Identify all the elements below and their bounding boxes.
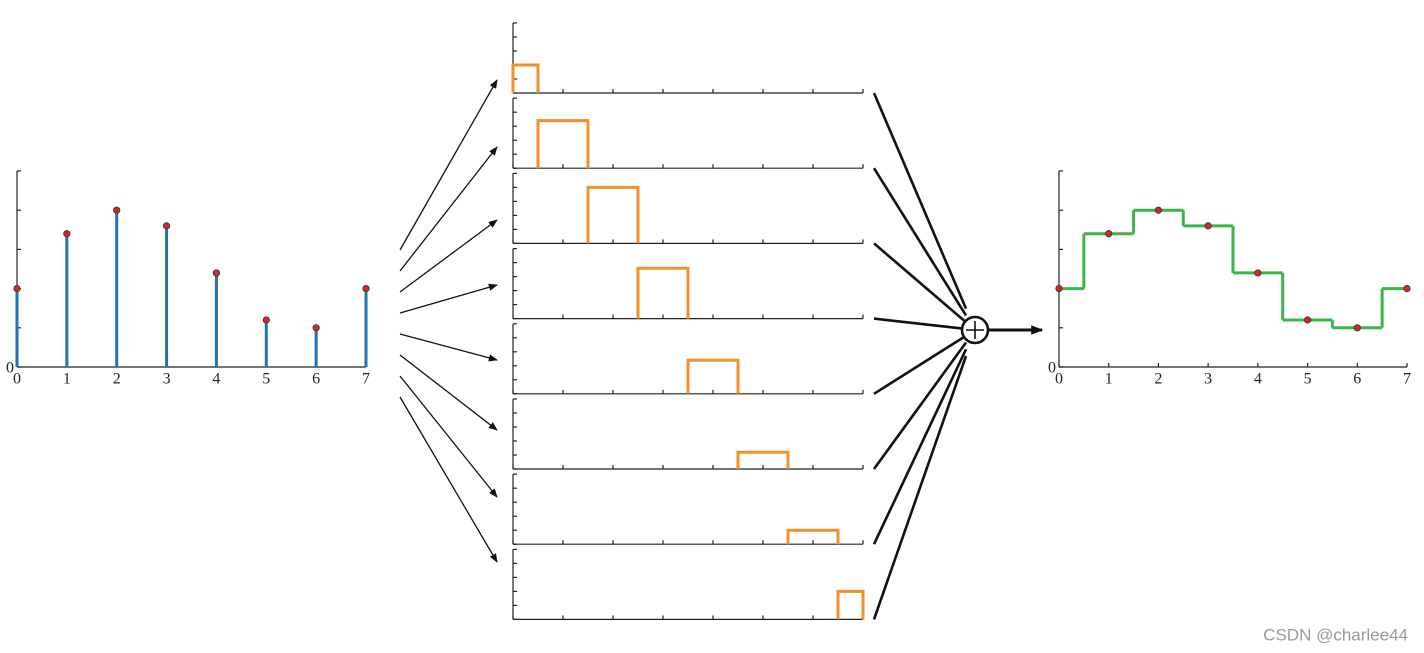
pulse <box>636 266 690 319</box>
plus <box>966 321 984 339</box>
sample-point <box>1154 206 1163 214</box>
x-tick-label: 0 <box>1055 371 1063 388</box>
origin-label: 0 <box>6 360 14 377</box>
sample-point <box>312 324 320 332</box>
x-tick-label: 5 <box>262 371 270 388</box>
arrow <box>399 146 498 272</box>
sample-point <box>1254 269 1262 277</box>
arrow <box>399 333 498 362</box>
x-tick-label: 3 <box>1204 371 1212 388</box>
watermark: CSDN @charlee44 <box>1263 625 1408 644</box>
pulse <box>736 450 790 469</box>
sum-line <box>873 242 967 324</box>
sample-point <box>63 230 71 238</box>
sum-line <box>872 348 968 545</box>
sum-line <box>872 167 968 317</box>
arrow <box>399 354 498 431</box>
sample-point <box>113 206 121 214</box>
sum-line <box>872 341 968 470</box>
sum-line <box>872 92 968 310</box>
pulse <box>786 528 840 545</box>
arrow <box>399 283 498 314</box>
sample-point <box>13 284 21 293</box>
sample-point <box>1055 284 1063 293</box>
x-tick-label: 6 <box>312 371 320 388</box>
sample-point <box>1303 316 1312 324</box>
x-tick-label: 0 <box>13 371 21 388</box>
sample-point <box>162 222 171 230</box>
x-tick-label: 1 <box>63 371 71 388</box>
sample-point <box>1403 284 1411 293</box>
sample-point <box>362 284 370 293</box>
sum-line <box>873 317 967 331</box>
sample-point <box>1204 222 1212 230</box>
sample-point <box>212 269 221 277</box>
x-tick-label: 6 <box>1353 371 1361 388</box>
x-tick-label: 3 <box>163 371 171 388</box>
sum-line <box>872 355 968 620</box>
x-tick-label: 4 <box>212 371 220 388</box>
pulse <box>511 63 540 93</box>
sample-point <box>1105 230 1113 238</box>
x-tick-label: 4 <box>1254 371 1262 388</box>
x-tick-label: 2 <box>113 371 121 388</box>
arrow <box>399 396 498 563</box>
pulse <box>586 185 640 244</box>
x-tick-label: 1 <box>1105 371 1113 388</box>
x-tick-label: 7 <box>1403 371 1411 388</box>
sample-point <box>262 316 270 324</box>
x-tick-label: 5 <box>1304 371 1312 388</box>
sum-line <box>873 334 967 395</box>
x-tick-label: 2 <box>1154 371 1162 388</box>
arrow <box>399 79 498 251</box>
content: 0 1 2 3 4 5 6 700 1 2 3 4 5 6 70 <box>6 22 1411 621</box>
origin-label: 0 <box>1048 360 1056 377</box>
pulse <box>836 589 865 620</box>
arrow <box>399 375 498 498</box>
x-tick-label: 7 <box>362 371 370 388</box>
pulse <box>536 119 590 169</box>
sample-point <box>1353 324 1361 332</box>
arrow <box>399 219 498 293</box>
pulse <box>686 358 740 394</box>
